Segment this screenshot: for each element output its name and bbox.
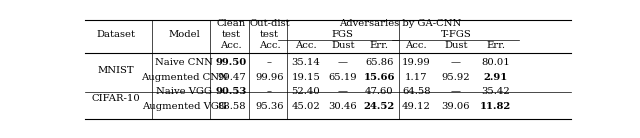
Text: 99.47: 99.47 xyxy=(217,73,246,82)
Text: Err.: Err. xyxy=(486,41,505,50)
Text: 45.02: 45.02 xyxy=(291,102,320,111)
Text: Acc.: Acc. xyxy=(406,41,427,50)
Text: MNIST: MNIST xyxy=(97,66,134,75)
Text: –: – xyxy=(267,58,272,67)
Text: 19.15: 19.15 xyxy=(291,73,320,82)
Text: Acc.: Acc. xyxy=(259,41,280,50)
Text: 30.46: 30.46 xyxy=(328,102,357,111)
Text: —: — xyxy=(338,87,348,96)
Text: 52.40: 52.40 xyxy=(291,87,320,96)
Text: 24.52: 24.52 xyxy=(364,102,395,111)
Text: Naive CNN: Naive CNN xyxy=(156,58,213,67)
Text: 2.91: 2.91 xyxy=(484,73,508,82)
Text: Out-dist: Out-dist xyxy=(249,19,290,28)
Text: 95.36: 95.36 xyxy=(255,102,284,111)
Text: Model: Model xyxy=(168,30,200,39)
Text: 99.50: 99.50 xyxy=(216,58,247,67)
Text: 39.06: 39.06 xyxy=(442,102,470,111)
Text: 65.19: 65.19 xyxy=(328,73,357,82)
Text: 99.96: 99.96 xyxy=(255,73,284,82)
Text: —: — xyxy=(338,58,348,67)
Text: 49.12: 49.12 xyxy=(402,102,431,111)
Text: 11.82: 11.82 xyxy=(480,102,511,111)
Text: 65.86: 65.86 xyxy=(365,58,393,67)
Text: 35.42: 35.42 xyxy=(481,87,510,96)
Text: —: — xyxy=(451,87,461,96)
Text: Dataset: Dataset xyxy=(96,30,135,39)
Text: 80.01: 80.01 xyxy=(481,58,510,67)
Text: –: – xyxy=(267,87,272,96)
Text: 19.99: 19.99 xyxy=(402,58,431,67)
Text: 47.60: 47.60 xyxy=(365,87,394,96)
Text: FGS: FGS xyxy=(332,30,353,39)
Text: 90.53: 90.53 xyxy=(216,87,247,96)
Text: CIFAR-10: CIFAR-10 xyxy=(92,94,140,103)
Text: Dust: Dust xyxy=(444,41,468,50)
Text: 15.66: 15.66 xyxy=(364,73,395,82)
Text: test: test xyxy=(260,30,279,39)
Text: Augmented CNN: Augmented CNN xyxy=(141,73,228,82)
Text: 1.17: 1.17 xyxy=(405,73,428,82)
Text: Augmented VGG: Augmented VGG xyxy=(141,102,227,111)
Text: 35.14: 35.14 xyxy=(291,58,320,67)
Text: Err.: Err. xyxy=(369,41,388,50)
Text: Adversaries by GA-CNN: Adversaries by GA-CNN xyxy=(340,19,462,28)
Text: T-FGS: T-FGS xyxy=(440,30,471,39)
Text: 95.92: 95.92 xyxy=(442,73,470,82)
Text: test: test xyxy=(222,30,241,39)
Text: Acc.: Acc. xyxy=(295,41,317,50)
Text: Dust: Dust xyxy=(331,41,355,50)
Text: Naive VGG: Naive VGG xyxy=(156,87,212,96)
Text: Acc.: Acc. xyxy=(220,41,242,50)
Text: Clean: Clean xyxy=(217,19,246,28)
Text: —: — xyxy=(451,58,461,67)
Text: 88.58: 88.58 xyxy=(217,102,246,111)
Text: 64.58: 64.58 xyxy=(402,87,431,96)
